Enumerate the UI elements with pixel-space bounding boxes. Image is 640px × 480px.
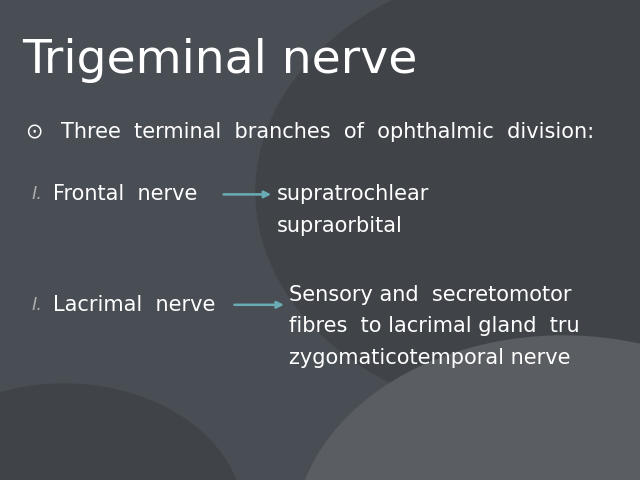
Text: Frontal  nerve: Frontal nerve xyxy=(53,184,198,204)
Text: Sensory and  secretomotor: Sensory and secretomotor xyxy=(289,285,572,305)
Text: ⊙: ⊙ xyxy=(26,122,43,142)
Circle shape xyxy=(256,0,640,422)
Text: Three  terminal  branches  of  ophthalmic  division:: Three terminal branches of ophthalmic di… xyxy=(61,122,594,142)
Text: Trigeminal nerve: Trigeminal nerve xyxy=(22,38,418,84)
Circle shape xyxy=(0,384,243,480)
Circle shape xyxy=(294,336,640,480)
Text: supraorbital: supraorbital xyxy=(276,216,403,236)
Text: I.: I. xyxy=(32,185,43,204)
Text: I.: I. xyxy=(32,296,43,314)
Text: zygomaticotemporal nerve: zygomaticotemporal nerve xyxy=(289,348,571,368)
Text: Lacrimal  nerve: Lacrimal nerve xyxy=(53,295,216,315)
Text: fibres  to lacrimal gland  tru: fibres to lacrimal gland tru xyxy=(289,316,580,336)
Text: supratrochlear: supratrochlear xyxy=(276,184,429,204)
